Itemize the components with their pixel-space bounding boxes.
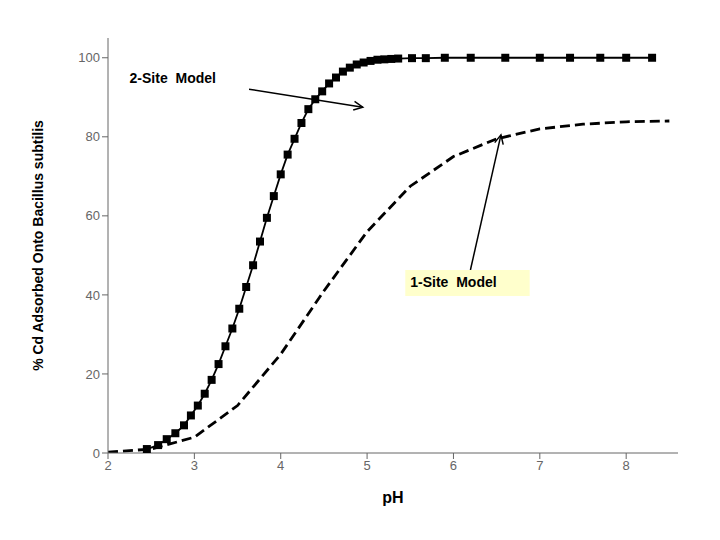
svg-text:80: 80 [86,129,100,144]
svg-text:5: 5 [363,458,370,473]
svg-text:3: 3 [191,458,198,473]
svg-text:8: 8 [623,458,630,473]
svg-text:% Cd Adsorbed Onto Bacillus su: % Cd Adsorbed Onto Bacillus subtilis [30,120,46,371]
svg-text:40: 40 [86,288,100,303]
svg-text:0: 0 [93,446,100,461]
svg-text:2-Site Model: 2-Site Model [130,70,216,86]
svg-text:7: 7 [536,458,543,473]
svg-text:2: 2 [104,458,111,473]
svg-text:100: 100 [78,50,100,65]
svg-text:1-Site Model: 1-Site Model [410,274,496,290]
svg-text:pH: pH [382,489,403,506]
svg-text:6: 6 [450,458,457,473]
svg-text:20: 20 [86,367,100,382]
svg-text:60: 60 [86,208,100,223]
svg-text:4: 4 [277,458,284,473]
